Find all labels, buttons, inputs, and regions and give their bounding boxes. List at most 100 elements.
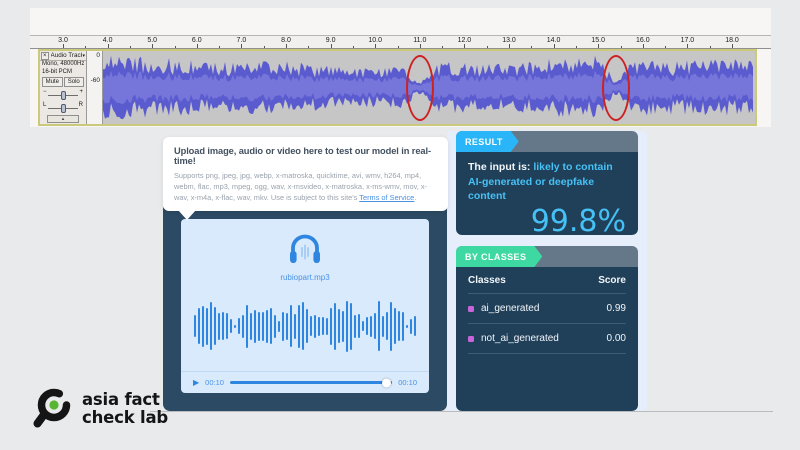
waveform-bar: [194, 315, 196, 337]
track-close-button[interactable]: ×: [41, 51, 49, 60]
gain-slider[interactable]: − +: [43, 89, 83, 101]
waveform-bar: [330, 307, 332, 345]
waveform-bar: [274, 314, 276, 338]
track-format-info: Mono, 48000Hz: [42, 61, 85, 67]
classes-panel: BY CLASSES Classes Score ai_generated 0.…: [456, 246, 638, 411]
results-column: RESULT The input is: likely to contain A…: [447, 131, 647, 411]
result-panel-body: The input is: likely to contain AI-gener…: [456, 152, 638, 235]
pan-left-label: L: [43, 102, 47, 108]
tick-mark: [174, 45, 176, 48]
audio-player-card: rubiopart.mp3 ▶ 00:10 00:10: [181, 219, 429, 393]
player-controls: ▶ 00:10 00:10: [181, 371, 429, 393]
terms-of-service-link[interactable]: Terms of Service: [359, 193, 415, 203]
classes-panel-header: BY CLASSES: [456, 246, 638, 267]
waveform-bar: [226, 313, 228, 339]
tick-mark: [397, 45, 399, 48]
pan-slider[interactable]: L R: [43, 102, 83, 114]
upload-instructions: Upload image, audio or video here to tes…: [163, 137, 448, 221]
chevron-down-icon[interactable]: ▾: [82, 52, 85, 59]
supported-formats-text: Supports png, jpeg, jpg, webp, x-matrosk…: [174, 170, 437, 203]
waveform-bar: [238, 318, 240, 334]
table-row[interactable]: ai_generated 0.99: [468, 294, 626, 324]
tick-mark: [575, 45, 577, 48]
seek-knob[interactable]: [382, 378, 392, 387]
waveform-bar: [326, 317, 328, 335]
timeline-ruler[interactable]: 3.0 4.0 5.0 6.0 7.0 8.0 9.0 10.0 11.0 12.0 13.0 14.…: [30, 35, 771, 49]
waveform-bar: [258, 311, 260, 341]
tick-mark: [263, 45, 265, 48]
class-bullet-icon: [468, 305, 474, 312]
waveform-bar: [254, 309, 256, 343]
waveform-bar: [298, 304, 300, 348]
waveform-bar: [362, 321, 364, 331]
logo-line-1: asia fact: [82, 390, 160, 410]
asia-fact-check-lab-logo: asia fact check lab: [30, 386, 168, 432]
tick-mark: [419, 44, 421, 48]
tick-mark: [308, 45, 310, 48]
tick-mark: [196, 44, 198, 48]
classes-table: ai_generated 0.99 not_ai_generated 0.00: [468, 294, 626, 354]
verdict-value: likely to contain AI-generated or deepfa…: [468, 161, 613, 203]
logo-wordmark: asia fact check lab: [82, 391, 168, 426]
classes-table-header: Classes Score: [468, 269, 626, 294]
current-time: 00:10: [205, 378, 224, 387]
db-scale-label: -60: [90, 77, 100, 84]
headphones-icon: [290, 234, 320, 263]
pan-slider-thumb[interactable]: [60, 104, 66, 113]
timeline-tick-label: 12.0: [457, 37, 472, 44]
track-title-dropdown[interactable]: Audio Track: [50, 52, 83, 59]
gain-plus-label: +: [79, 89, 83, 95]
waveform-bar: [318, 316, 320, 336]
confidence-percentage: 99.8%: [530, 204, 626, 235]
waveform-display[interactable]: [103, 51, 755, 124]
waveform-bar: [246, 304, 248, 348]
total-time: 00:10: [398, 378, 417, 387]
tick-mark: [687, 44, 689, 48]
waveform-bar: [262, 311, 264, 341]
waveform-bar: [266, 309, 268, 343]
tick-mark: [241, 44, 243, 48]
audacity-editor: 3.0 4.0 5.0 6.0 7.0 8.0 9.0 10.0 11.0 12.0 13.0 14.…: [30, 8, 771, 127]
logo-line-2: check lab: [82, 408, 169, 427]
timeline-tick-label: 5.0: [147, 37, 158, 44]
vertical-scale-ruler: 0 -60: [87, 51, 103, 124]
gain-minus-label: −: [43, 89, 47, 95]
gain-slider-thumb[interactable]: [60, 91, 66, 100]
seek-bar[interactable]: [229, 378, 393, 387]
class-score: 0.99: [606, 303, 626, 314]
tooltip-pointer: [178, 210, 196, 221]
waveform-bar: [398, 311, 400, 341]
tick-mark: [598, 44, 600, 48]
annotation-circle: [602, 54, 631, 121]
waveform-bar: [342, 310, 344, 342]
waveform-bar: [378, 301, 380, 351]
timeline-tick-label: 15.0: [591, 37, 605, 44]
formats-suffix: .: [414, 193, 417, 203]
timeline-tick-label: 17.0: [680, 37, 695, 44]
pan-right-label: R: [78, 102, 83, 108]
tick-mark: [464, 44, 466, 48]
tick-mark: [642, 44, 644, 48]
timeline-tick-label: 6.0: [191, 37, 202, 44]
result-panel-header: RESULT: [456, 131, 638, 152]
timeline-tick-label: 13.0: [502, 37, 516, 44]
timeline-tick-label: 3.0: [58, 37, 68, 44]
track-buttons: Mute Solo: [40, 76, 86, 88]
tick-mark: [63, 44, 64, 48]
track-collapse-button[interactable]: ▴: [46, 115, 80, 123]
solo-button[interactable]: Solo: [63, 77, 84, 87]
tick-mark: [85, 45, 87, 48]
mute-button[interactable]: Mute: [42, 77, 63, 87]
audio-waveform-visualization: [194, 295, 416, 357]
waveform-bar: [278, 320, 280, 332]
waveform-bar: [250, 312, 252, 340]
timeline-tick-label: 7.0: [236, 37, 247, 44]
table-row[interactable]: not_ai_generated 0.00: [468, 324, 626, 354]
audio-track: × Audio Track ▾ Mono, 48000Hz 16-bit PCM…: [38, 49, 757, 126]
page-divider-line: [150, 411, 773, 412]
result-panel: RESULT The input is: likely to contain A…: [456, 131, 638, 235]
timeline-tick-label: 10.0: [368, 37, 382, 44]
tick-mark: [286, 44, 287, 48]
play-button[interactable]: ▶: [193, 378, 200, 387]
